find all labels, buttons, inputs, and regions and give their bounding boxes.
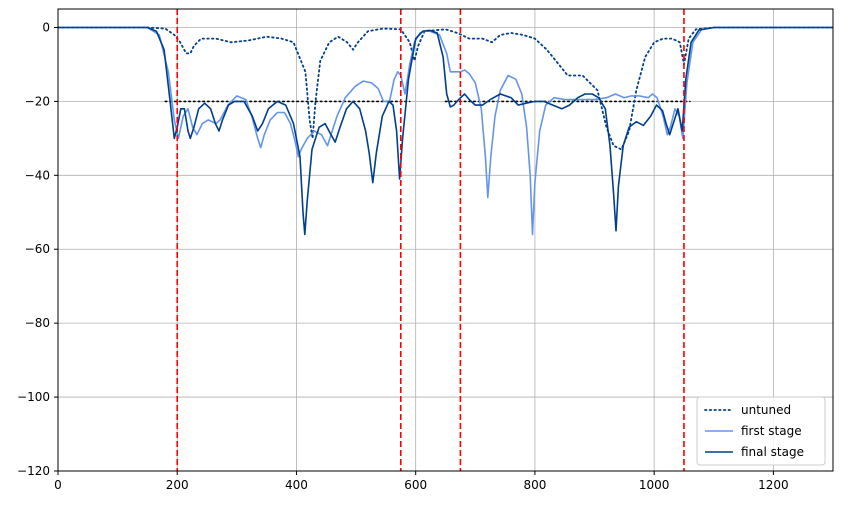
x-tick-label: 800 [523, 478, 546, 492]
x-tick-label: 400 [285, 478, 308, 492]
y-tick-label: −80 [25, 316, 50, 330]
y-tick-label: −20 [25, 94, 50, 108]
x-tick-label: 1200 [758, 478, 789, 492]
x-tick-label: 200 [166, 478, 189, 492]
x-tick-label: 1000 [639, 478, 670, 492]
legend-label: untuned [741, 403, 791, 417]
y-axis-ticks: −120 −100 −80 −60 −40 −20 0 [17, 20, 58, 478]
series-line-untuned [58, 26, 833, 151]
y-tick-label: 0 [42, 20, 50, 34]
x-axis-ticks: 0 200 400 600 800 1000 1200 [54, 471, 789, 492]
y-tick-label: −120 [17, 464, 50, 478]
series-line-final-stage [58, 26, 833, 236]
legend-label: final stage [741, 445, 804, 459]
legend: untuned first stage final stage [696, 396, 826, 466]
vertical-markers [176, 9, 685, 471]
series-line-first-stage [58, 26, 833, 236]
x-tick-label: 0 [54, 478, 62, 492]
plot-frame [57, 8, 834, 472]
y-tick-label: −100 [17, 390, 50, 404]
series-lines [58, 26, 833, 236]
y-tick-label: −60 [25, 242, 50, 256]
legend-label: first stage [741, 424, 802, 438]
y-tick-label: −40 [25, 168, 50, 182]
x-tick-label: 600 [404, 478, 427, 492]
legend-box [696, 396, 826, 466]
